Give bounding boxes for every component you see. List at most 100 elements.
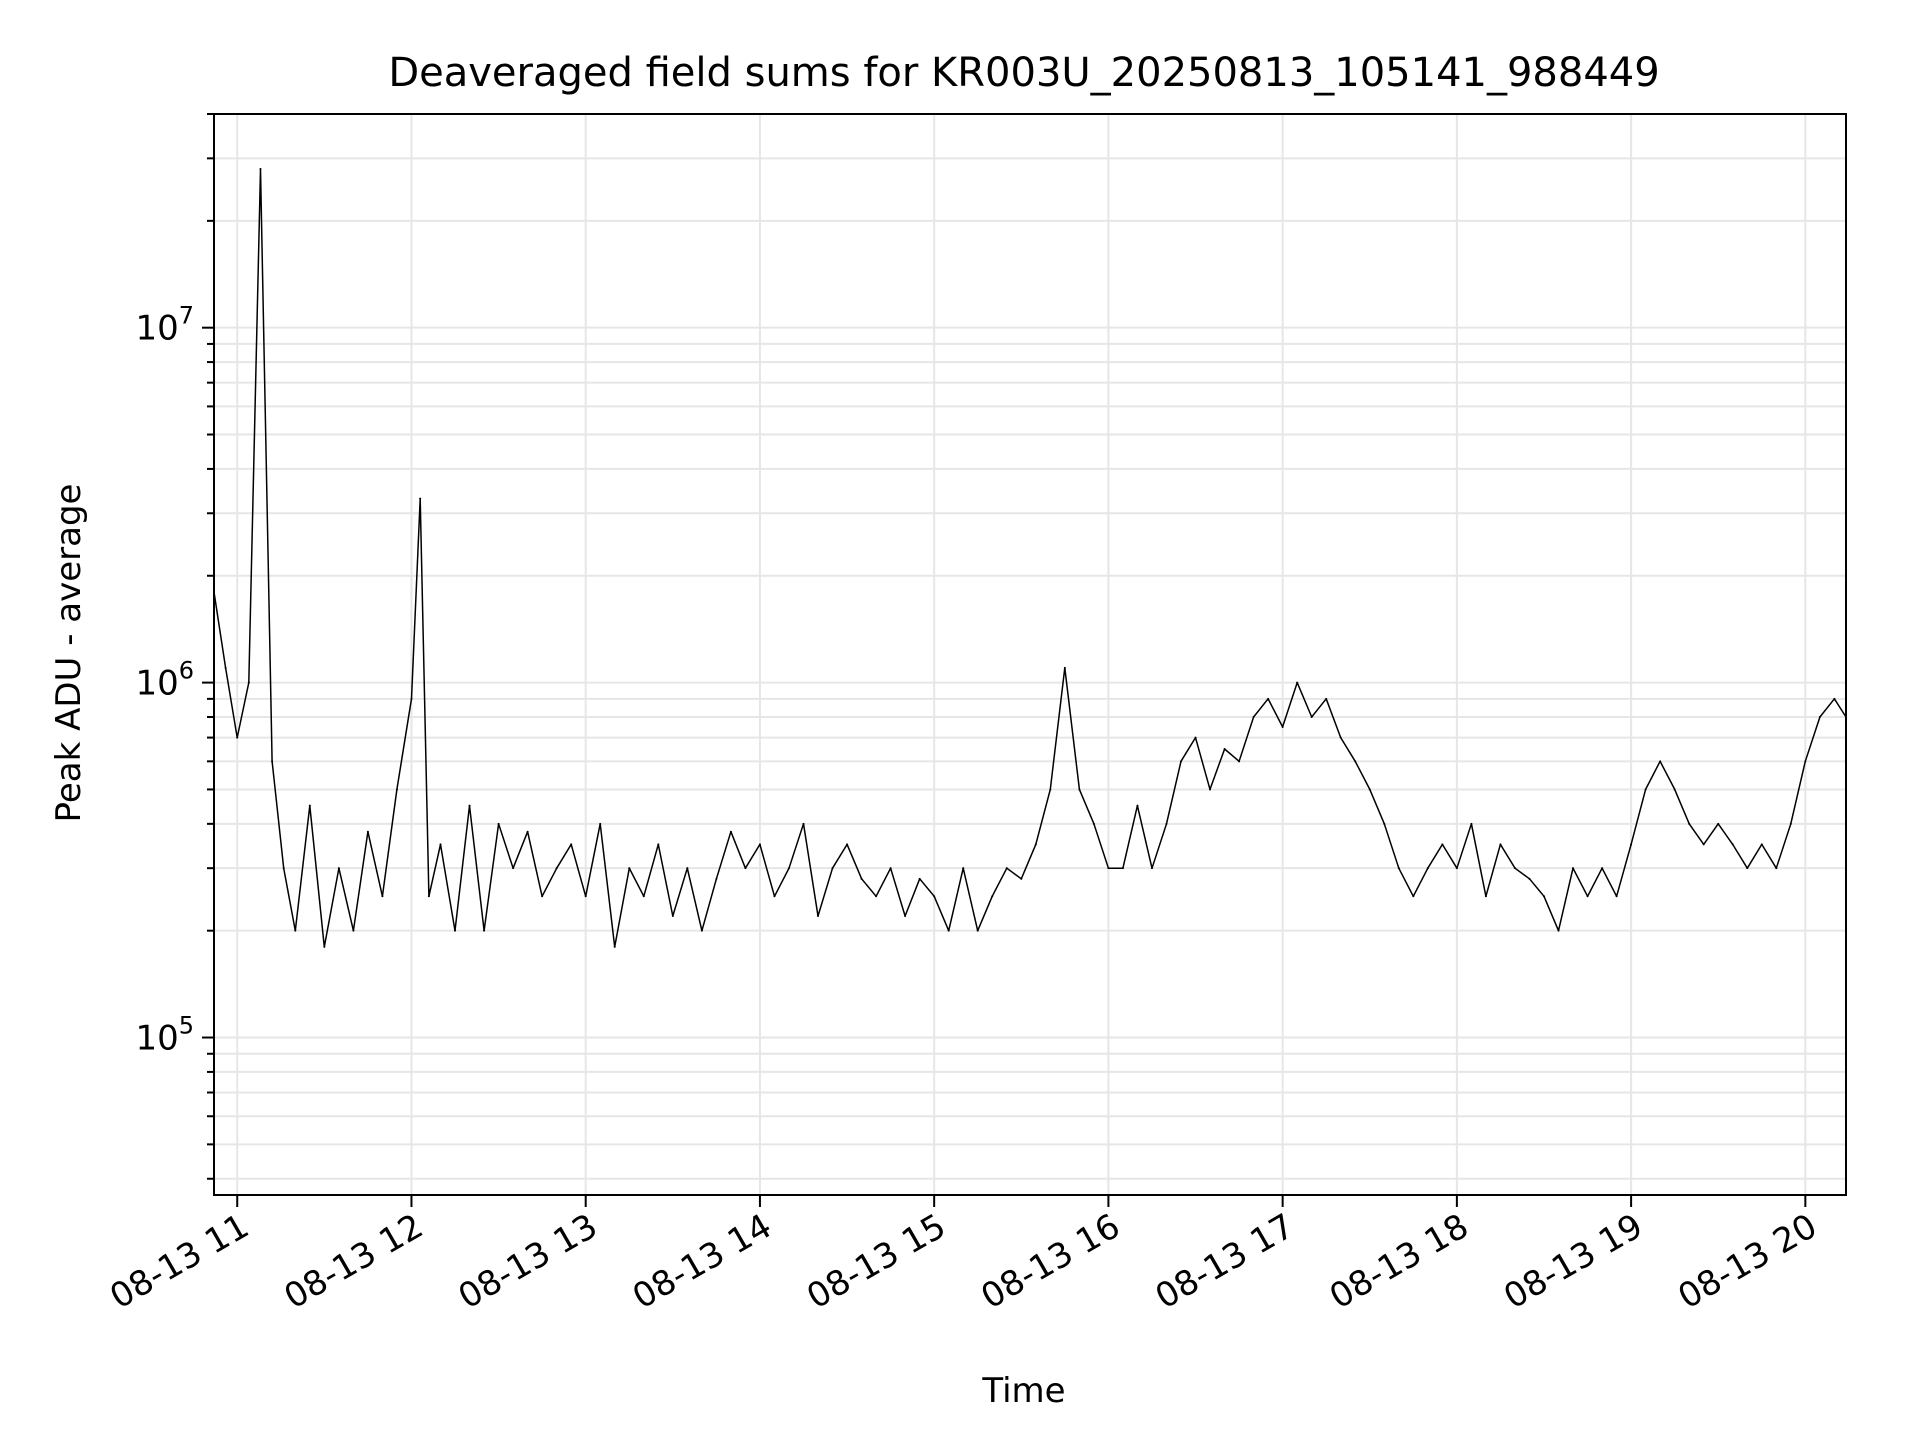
plot-frame xyxy=(213,113,1847,1196)
data-point xyxy=(918,877,921,880)
data-point xyxy=(1455,867,1458,870)
x-axis-label: Time xyxy=(981,1371,1065,1411)
data-point xyxy=(497,822,500,825)
data-point xyxy=(787,867,790,870)
data-point xyxy=(1731,843,1734,846)
data-point xyxy=(729,830,732,833)
data-point xyxy=(947,929,950,932)
data-point xyxy=(366,830,369,833)
data-point xyxy=(991,895,994,898)
data-point xyxy=(541,895,544,898)
series-group xyxy=(213,167,1847,948)
data-point xyxy=(1020,877,1023,880)
data-point xyxy=(1673,788,1676,791)
data-point xyxy=(308,804,311,807)
data-point xyxy=(1296,681,1299,684)
data-point xyxy=(1339,736,1342,739)
data-point xyxy=(1063,666,1066,669)
data-point xyxy=(1092,822,1095,825)
data-point xyxy=(419,497,422,500)
data-point xyxy=(1644,788,1647,791)
data-point xyxy=(1310,715,1313,718)
data-point xyxy=(1165,822,1168,825)
data-point xyxy=(715,877,718,880)
data-point xyxy=(1180,760,1183,763)
data-point xyxy=(1833,697,1836,700)
data-point xyxy=(1659,760,1662,763)
data-point xyxy=(875,895,878,898)
data-point xyxy=(904,914,907,917)
data-point xyxy=(1804,760,1807,763)
data-point xyxy=(1499,843,1502,846)
data-point xyxy=(1107,867,1110,870)
data-point xyxy=(1601,867,1604,870)
data-point xyxy=(1586,895,1589,898)
data-point xyxy=(1078,788,1081,791)
data-point xyxy=(1136,804,1139,807)
data-point xyxy=(427,895,430,898)
data-point xyxy=(657,843,660,846)
data-point xyxy=(410,697,413,700)
data-point xyxy=(224,666,227,669)
series-line xyxy=(213,168,1847,948)
data-point xyxy=(831,867,834,870)
data-point xyxy=(1354,760,1357,763)
data-point xyxy=(1034,843,1037,846)
data-point xyxy=(1818,715,1821,718)
data-point xyxy=(1789,822,1792,825)
data-point xyxy=(744,867,747,870)
data-point xyxy=(570,843,573,846)
y-tick-label: 105 xyxy=(135,1012,194,1059)
data-point xyxy=(1121,867,1124,870)
data-point xyxy=(1775,867,1778,870)
data-point xyxy=(1412,895,1415,898)
data-point xyxy=(1281,725,1284,728)
data-point xyxy=(282,867,285,870)
data-point xyxy=(773,895,776,898)
data-point xyxy=(236,736,239,739)
data-point xyxy=(483,929,486,932)
data-point xyxy=(642,895,645,898)
data-point xyxy=(1238,760,1241,763)
data-point xyxy=(512,867,515,870)
data-point xyxy=(1717,822,1720,825)
data-point xyxy=(962,867,965,870)
data-point xyxy=(1630,843,1633,846)
y-axis-ticks: 105 106 107 xyxy=(135,113,214,1180)
data-point xyxy=(846,843,849,846)
data-point xyxy=(1615,895,1618,898)
y-axis-label: Peak ADU - average xyxy=(49,484,89,823)
data-point xyxy=(1542,895,1545,898)
data-point xyxy=(1383,822,1386,825)
data-point xyxy=(395,788,398,791)
data-point xyxy=(1760,843,1763,846)
data-point xyxy=(628,867,631,870)
data-point xyxy=(1150,867,1153,870)
data-point xyxy=(439,843,442,846)
data-point xyxy=(1397,867,1400,870)
data-point xyxy=(758,843,761,846)
data-point xyxy=(294,929,297,932)
data-point xyxy=(1426,867,1429,870)
data-point xyxy=(1252,715,1255,718)
data-point xyxy=(1470,822,1473,825)
data-point xyxy=(1049,788,1052,791)
data-point xyxy=(584,895,587,898)
data-point xyxy=(323,945,326,948)
data-point xyxy=(337,867,340,870)
data-point xyxy=(1528,877,1531,880)
data-point xyxy=(671,914,674,917)
data-point xyxy=(1513,867,1516,870)
grid-vertical xyxy=(236,114,1807,1195)
data-point xyxy=(686,867,689,870)
data-point xyxy=(454,929,457,932)
data-point xyxy=(526,830,529,833)
data-point xyxy=(1209,788,1212,791)
data-point xyxy=(1484,895,1487,898)
data-point xyxy=(1194,736,1197,739)
data-point xyxy=(1223,748,1226,751)
data-point xyxy=(933,895,936,898)
data-point xyxy=(1572,867,1575,870)
